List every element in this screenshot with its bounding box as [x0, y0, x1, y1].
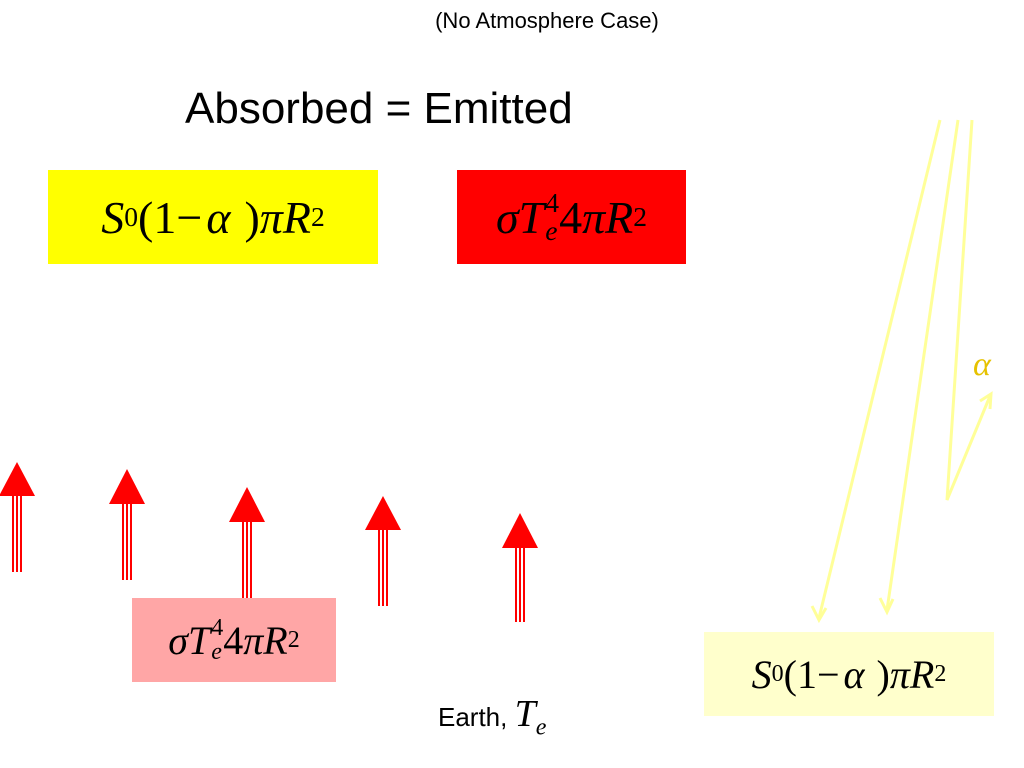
symbol: σ — [495, 191, 519, 243]
emission-arrows — [0, 462, 538, 622]
ray — [885, 119, 960, 611]
heading: Absorbed = Emitted — [185, 84, 573, 133]
incoming-formula: S 0 (1− α) π R 2 — [704, 632, 994, 716]
superscript: 2 — [934, 660, 947, 687]
arrow — [109, 469, 145, 580]
symbol: R — [909, 651, 935, 697]
superscript: 2 — [287, 626, 300, 653]
symbol: π — [889, 651, 910, 697]
symbol: 4 — [559, 191, 583, 243]
arrow — [0, 462, 35, 572]
albedo-label: α — [973, 346, 991, 383]
subscript: e — [545, 215, 558, 246]
symbol: − — [176, 191, 203, 243]
superscript: 4 — [211, 615, 224, 641]
symbol: ) — [244, 191, 260, 243]
symbol: σ — [168, 617, 188, 663]
symbol: α — [206, 191, 231, 243]
ray-head — [810, 605, 828, 624]
symbol: R — [263, 617, 288, 663]
superscript: 4 — [545, 187, 560, 219]
symbol: R — [605, 191, 634, 243]
earth-text: Earth, — [438, 702, 508, 732]
ray-head — [878, 597, 895, 616]
superscript: 2 — [310, 201, 325, 232]
subscript: 0 — [771, 660, 784, 687]
earth-label: Earth, Te — [438, 692, 546, 741]
arrow — [229, 487, 265, 598]
symbol: S — [101, 191, 125, 243]
subscript: 0 — [124, 201, 139, 232]
symbol: T — [188, 617, 211, 663]
symbol: S — [751, 651, 772, 697]
symbol: π — [243, 617, 264, 663]
reflected-ray — [945, 119, 992, 501]
absorbed-formula: S 0 (1− α) π R 2 — [48, 170, 378, 264]
symbol: R — [282, 191, 311, 243]
arrow — [365, 496, 401, 606]
symbol: 4 — [223, 617, 244, 663]
ray — [817, 119, 942, 619]
subtitle: (No Atmosphere Case) — [435, 8, 659, 33]
ray-head — [979, 391, 993, 410]
symbol: (1 — [783, 651, 817, 697]
symbol: α — [843, 651, 865, 697]
symbol: T — [518, 191, 545, 243]
symbol: (1 — [138, 191, 177, 243]
subscript: e — [211, 639, 222, 665]
symbol: π — [259, 191, 283, 243]
symbol: − — [816, 651, 840, 697]
symbol: ) — [876, 651, 890, 697]
symbol: π — [582, 191, 606, 243]
arrow — [502, 513, 538, 622]
symbol: T — [514, 693, 536, 735]
sunlight-rays — [810, 119, 993, 624]
superscript: 2 — [633, 201, 648, 232]
subscript: e — [535, 714, 547, 741]
